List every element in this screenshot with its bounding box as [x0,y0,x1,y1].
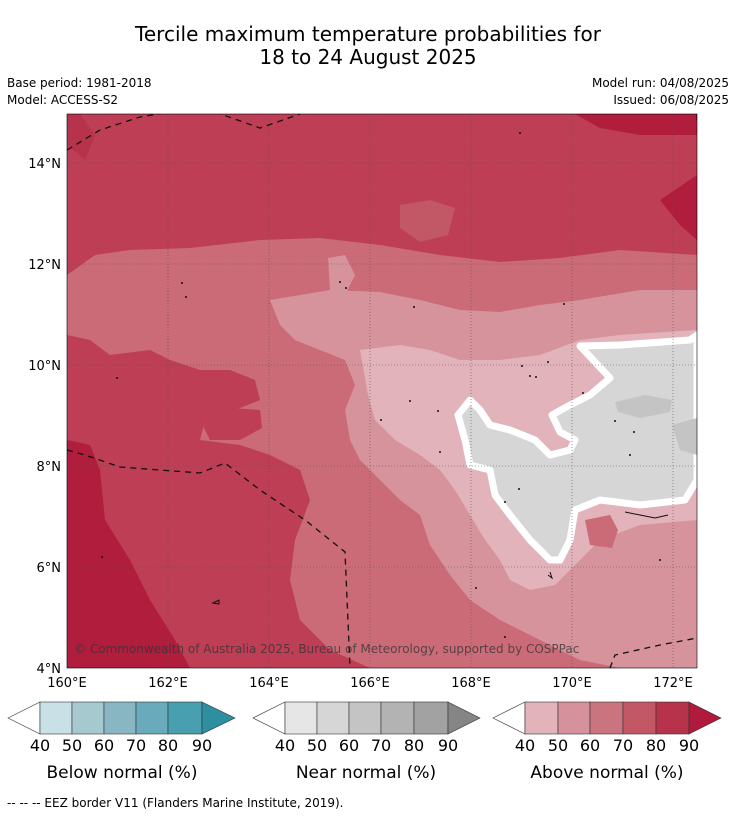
lon-tick-label: 166°E [350,676,390,691]
lon-tick-label: 164°E [249,676,289,691]
lon-tick-label: 170°E [552,676,592,691]
map-frame [66,113,698,669]
colorbar-tick: 80 [404,736,424,755]
island-markers [101,132,661,638]
colorbar-segment [39,701,73,735]
lon-tick-label: 172°E [653,676,693,691]
colorbar-below-normal: 40 50 60 70 80 90 Below normal (%) [7,701,236,783]
colorbar-tick: 70 [126,736,146,755]
colorbar-segment [201,701,236,735]
colorbar-tick: 50 [307,736,327,755]
above-60-70-island [585,515,618,548]
lat-tick-label: 12°N [28,258,61,273]
colorbar-label: Below normal (%) [47,763,198,783]
above-80-90-region-nw [67,114,95,160]
colorbar-tick: 60 [94,736,114,755]
colorbar-segment [284,701,318,735]
colorbar-segment [557,701,591,735]
colorbar-segment [589,701,624,735]
above-70-80-island [200,408,262,440]
colorbar-segment [688,701,722,735]
colorbar-tick: 40 [30,736,50,755]
atoll-outlines [211,511,669,605]
longitude-axis: 160°E 162°E 164°E 166°E 168°E 170°E 172°… [47,676,693,691]
colorbar-segment [622,701,657,735]
colorbar-segment [655,701,690,735]
eez-legend-note: -- -- -- EEZ border V11 (Flanders Marine… [7,796,344,810]
colorbar-tick: 40 [275,736,295,755]
eez-border-lines [67,114,697,668]
lat-tick-label: 6°N [37,561,62,576]
map-title-line2: 18 to 24 August 2025 [259,45,477,69]
colorbar-tick: 90 [192,736,212,755]
colorbar-tick: 90 [679,736,699,755]
lon-tick-label: 168°E [451,676,491,691]
colorbar-segment [71,701,105,735]
colorbar-segment [167,701,203,735]
lat-tick-label: 14°N [28,157,61,172]
near-normal-60-70-region-b [672,418,697,455]
colorbar-tick: 70 [371,736,391,755]
colorbar-tick: 80 [646,736,666,755]
colorbar-label: Near normal (%) [296,763,436,783]
colorbar-label: Above normal (%) [530,763,683,783]
map-title-line1: Tercile maximum temperature probabilitie… [135,22,601,46]
above-80-90-region-ne [660,175,697,240]
colorbar-segment [103,701,137,735]
colorbar-segment [413,701,449,735]
colorbar-segment [524,701,559,735]
colorbar-segment [492,701,526,735]
colorbar-tick: 40 [515,736,535,755]
model-text: Model: ACCESS-S2 [7,93,119,107]
colorbar-tick: 90 [438,736,458,755]
colorbar-above-normal: 40 50 60 70 80 90 Above normal (%) [492,701,722,783]
colorbar-segment [252,701,286,735]
lon-tick-label: 160°E [47,676,87,691]
above-50-60-island-north [328,255,355,295]
colorbar-segment [7,701,41,735]
colorbar-tick: 80 [158,736,178,755]
colorbar-segment [316,701,350,735]
lat-tick-label: 10°N [28,359,61,374]
latitude-axis: 14°N 12°N 10°N 8°N 6°N 4°N [28,157,61,677]
above-80-90-region-top [575,114,697,135]
lat-tick-label: 8°N [37,460,62,475]
colorbar-tick: 50 [62,736,82,755]
colorbar-segment [135,701,169,735]
colorbar-segment [447,701,481,735]
lat-tick-label: 4°N [37,662,62,677]
map-plot-area: © Commonwealth of Australia 2025, Bureau… [67,114,697,668]
colorbar-near-normal: 40 50 60 70 80 90 Near normal (%) [252,701,481,783]
model-run-text: Model run: 04/08/2025 [591,76,729,90]
base-period-text: Base period: 1981-2018 [7,76,152,90]
near-normal-60-70-region-a [615,395,672,418]
above-80-island-north [400,200,455,242]
copyright-notice: © Commonwealth of Australia 2025, Bureau… [74,642,579,656]
issued-text: Issued: 06/08/2025 [613,93,729,107]
lon-tick-label: 162°E [148,676,188,691]
colorbar-tick: 60 [580,736,600,755]
near-normal-region [454,331,697,564]
colorbar-tick: 50 [548,736,568,755]
colorbar-tick: 70 [613,736,633,755]
map-graticule [67,114,697,668]
colorbar-segment [348,701,382,735]
colorbar-tick: 60 [339,736,359,755]
above-80-90-region-sw [67,440,190,668]
colorbar-segment [380,701,415,735]
